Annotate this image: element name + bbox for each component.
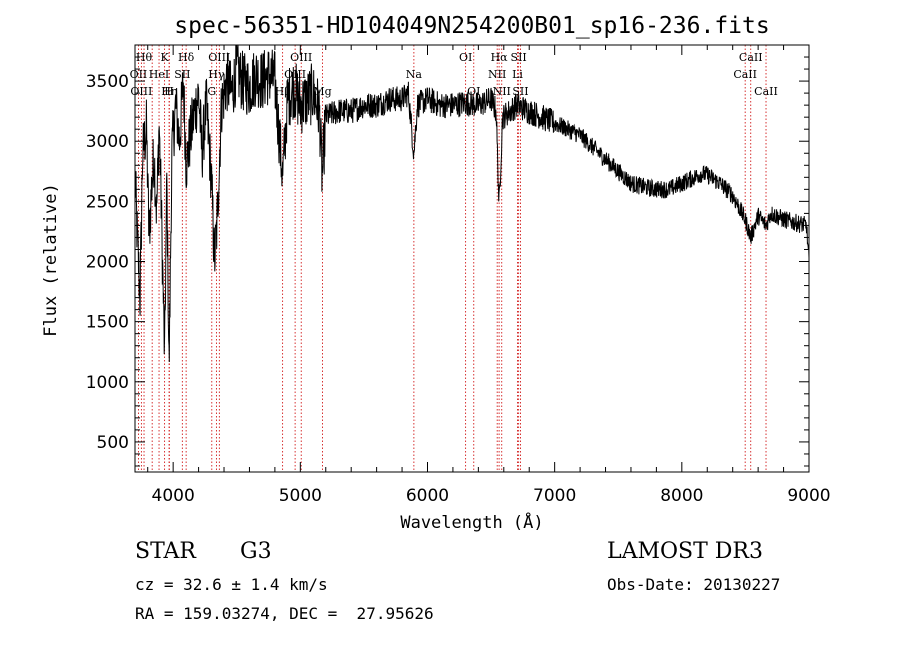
line-marker-label: NII: [488, 68, 506, 81]
line-marker-label: OII: [130, 68, 148, 81]
line-marker-label: OIII: [130, 85, 152, 98]
object-class: STAR: [135, 539, 196, 564]
y-tick-label: 2000: [86, 253, 129, 273]
chart-title: spec-56351-HD104049N254200B01_sp16-236.f…: [174, 13, 769, 39]
line-marker-label: CaII: [739, 51, 763, 64]
subclass: G3: [240, 539, 272, 564]
spectrum-line: [134, 44, 810, 363]
line-marker-label: Hα: [491, 51, 509, 64]
x-axis-label: Wavelength (Å): [400, 511, 543, 533]
line-marker-label: H: [164, 85, 174, 98]
x-tick-label: 7000: [533, 486, 576, 506]
line-markers: [138, 45, 767, 472]
line-marker-label: CaII: [754, 85, 778, 98]
axis-ticks: [135, 45, 809, 472]
line-marker-labels: OIIOIIIHθHeIKHHηSIIHδGHγOIIIHβOIIIOIIIMg…: [130, 51, 778, 98]
redshift-text: cz = 32.6 ± 1.4 km/s: [135, 575, 328, 594]
y-tick-label: 3500: [86, 72, 129, 92]
coordinates: RA = 159.03274, DEC = 27.95626: [135, 604, 434, 623]
line-marker-label: NII: [493, 85, 511, 98]
x-tick-label: 6000: [406, 486, 449, 506]
line-marker-label: Hδ: [178, 51, 195, 64]
axis-tick-labels: 4000 5000 6000 7000 8000 9000 500 1000 1500 2000 2…: [86, 72, 831, 506]
line-marker-label: HeI: [149, 68, 169, 81]
line-marker-label: Hγ: [208, 68, 225, 81]
y-axis-label: Flux (relative): [41, 183, 61, 337]
y-tick-label: 2500: [86, 192, 129, 212]
line-marker-label: CaII: [733, 68, 757, 81]
line-marker-label: OIII: [290, 51, 312, 64]
line-marker-label: G: [207, 85, 216, 98]
line-marker-label: SII: [511, 51, 527, 64]
y-tick-label: 3000: [86, 132, 129, 152]
line-marker-label: OIII: [208, 51, 230, 64]
plot-frame: [134, 44, 810, 473]
line-marker-label: Mg: [313, 85, 331, 98]
line-marker-label: SII: [512, 85, 528, 98]
line-marker-label: OI: [467, 85, 480, 98]
y-tick-label: 1500: [86, 313, 129, 333]
x-tick-label: 8000: [660, 486, 703, 506]
line-marker-label: Li: [512, 68, 523, 81]
x-tick-label: 4000: [152, 486, 195, 506]
y-tick-label: 500: [97, 433, 129, 453]
line-marker-label: K: [161, 51, 170, 64]
line-marker-label: Hη: [161, 85, 177, 98]
line-marker-label: OI: [459, 51, 472, 64]
line-marker-label: Na: [406, 68, 423, 81]
y-tick-label: 1000: [86, 373, 129, 393]
x-tick-label: 9000: [787, 486, 830, 506]
line-marker-label: Hθ: [136, 51, 153, 64]
survey-name: LAMOST DR3: [607, 539, 763, 564]
obs-date: Obs-Date: 20130227: [607, 575, 781, 594]
x-tick-label: 5000: [279, 486, 322, 506]
